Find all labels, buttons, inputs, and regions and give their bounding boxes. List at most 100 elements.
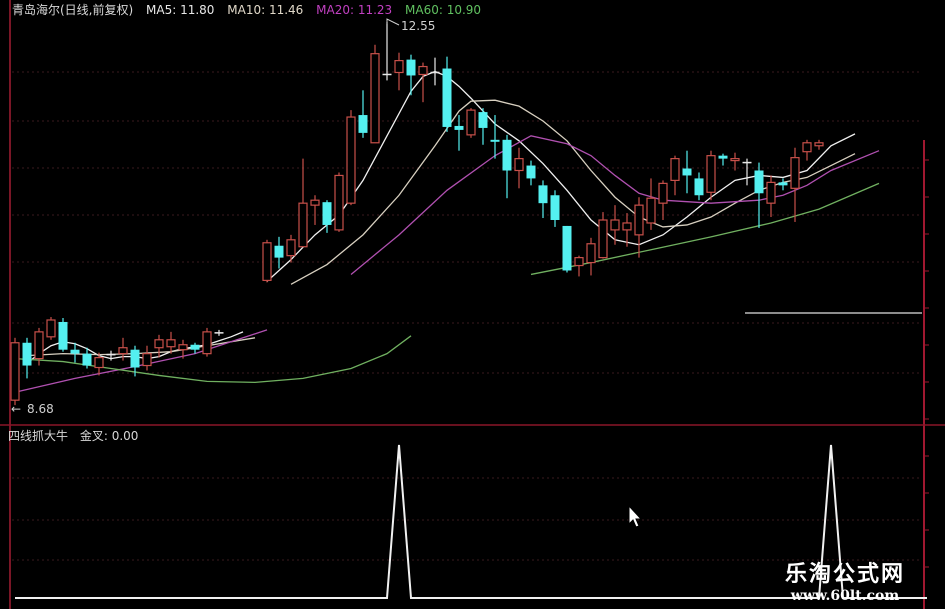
- candle-body: [130, 349, 140, 368]
- candle: [526, 160, 536, 186]
- candle: [406, 54, 416, 96]
- candle: [118, 337, 128, 361]
- candle-body: [670, 158, 680, 181]
- candle-body: [190, 344, 200, 350]
- candle: [814, 139, 824, 150]
- candle-body: [754, 170, 764, 194]
- candle: [550, 190, 560, 227]
- candle-body: [82, 353, 92, 366]
- candle-body: [118, 347, 128, 355]
- candle: [454, 115, 464, 151]
- candle: [742, 158, 752, 186]
- candle-body: [418, 65, 428, 76]
- candle: [286, 234, 296, 263]
- candle-body: [166, 339, 176, 348]
- watermark-title: 乐淘公式网: [784, 562, 905, 587]
- candle-body: [718, 155, 728, 159]
- candle: [262, 239, 272, 283]
- candle-body: [622, 222, 632, 231]
- candle-body: [766, 181, 776, 204]
- candle: [166, 331, 176, 354]
- candle: [334, 172, 344, 232]
- candle-body: [502, 139, 512, 171]
- candle-body: [538, 185, 548, 204]
- candle-body: [10, 342, 20, 401]
- candle: [358, 90, 368, 138]
- candle-body: [790, 157, 800, 189]
- candle-body: [358, 115, 368, 133]
- candle-body: [658, 182, 668, 204]
- candle-body: [526, 165, 536, 179]
- candle-body: [214, 332, 224, 334]
- candle-body: [814, 142, 824, 147]
- candle: [310, 195, 320, 225]
- candle-body: [730, 158, 740, 162]
- candle-body: [370, 53, 380, 144]
- candle: [22, 337, 32, 379]
- chart-header: 青岛海尔(日线,前复权) MA5: 11.80 MA10: 11.46 MA20…: [12, 1, 490, 18]
- candle: [130, 345, 140, 377]
- candle-body: [802, 142, 812, 153]
- candle-body: [586, 243, 596, 264]
- candle: [778, 178, 788, 191]
- low-price-label: 8.68: [27, 402, 54, 416]
- candle-body: [106, 353, 116, 356]
- candle: [790, 147, 800, 222]
- candle-body: [490, 139, 500, 142]
- candle-body: [574, 257, 584, 267]
- candle: [346, 110, 356, 206]
- candle: [670, 155, 680, 196]
- candle-body: [154, 339, 164, 349]
- candle: [622, 213, 632, 247]
- candle-body: [454, 125, 464, 130]
- candle: [58, 318, 68, 352]
- candle: [142, 345, 152, 371]
- ma20-value: MA20: 11.23: [316, 3, 393, 17]
- candle-body: [694, 178, 704, 196]
- candle: [730, 152, 740, 171]
- candle: [418, 62, 428, 103]
- candle-body: [322, 202, 332, 225]
- candle: [610, 205, 620, 245]
- candle-body: [58, 321, 68, 350]
- indicator-header: 四线抓大牛 金叉: 0.00: [8, 427, 146, 444]
- ma60-value: MA60: 10.90: [405, 3, 482, 17]
- candle-body: [646, 197, 656, 224]
- candle: [394, 52, 404, 91]
- candle: [646, 178, 656, 230]
- candle: [34, 327, 44, 366]
- grid-lines: [12, 71, 922, 561]
- candle-body: [778, 182, 788, 186]
- candle-body: [94, 357, 104, 369]
- candle-body: [202, 331, 212, 355]
- candle: [82, 347, 92, 369]
- candle: [154, 334, 164, 358]
- candle: [502, 134, 512, 199]
- candle-body: [514, 158, 524, 172]
- candle: [586, 237, 596, 276]
- candle: [706, 150, 716, 201]
- candle: [718, 153, 728, 166]
- candle-body: [394, 60, 404, 74]
- watermark-url: www.60lt.com: [790, 588, 900, 604]
- candle: [202, 327, 212, 357]
- candle-body: [310, 199, 320, 206]
- ma5-line: [266, 70, 856, 282]
- candle-body: [634, 204, 644, 236]
- ma10-value: MA10: 11.46: [227, 3, 304, 17]
- candle: [178, 339, 188, 359]
- candle: [562, 225, 572, 273]
- candle-body: [562, 225, 572, 271]
- candle: [766, 175, 776, 218]
- candle-body: [682, 168, 692, 176]
- candle: [538, 180, 548, 219]
- candle-body: [406, 59, 416, 76]
- candle-body: [286, 239, 296, 257]
- candle-body: [466, 109, 476, 136]
- candle: [694, 172, 704, 201]
- candle-body: [550, 195, 560, 220]
- candle-body: [346, 116, 356, 204]
- candle-body: [334, 174, 344, 231]
- candle-body: [178, 344, 188, 351]
